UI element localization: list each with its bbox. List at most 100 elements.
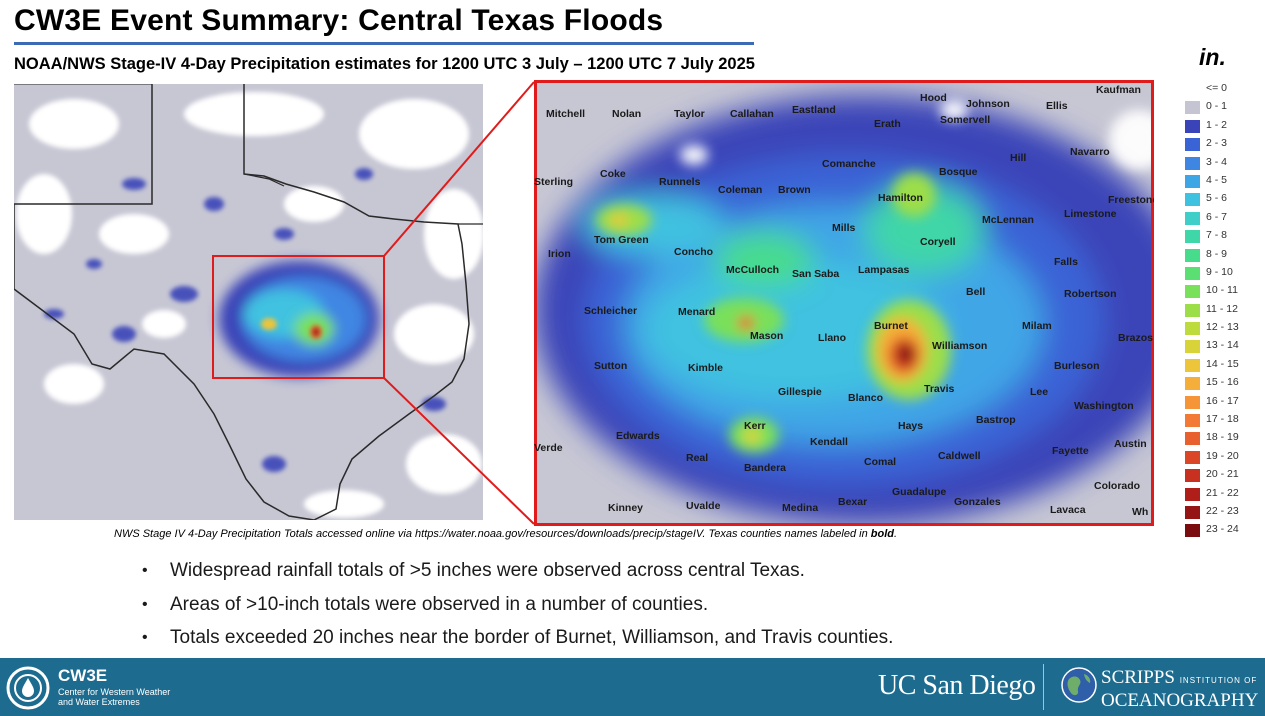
legend-entry: 23 - 24 <box>1185 521 1263 539</box>
legend-swatch <box>1185 487 1200 501</box>
county-label: Ellis <box>1046 100 1068 112</box>
scripps-logo: SCRIPPS INSTITUTION OF OCEANOGRAPHY <box>1101 668 1258 711</box>
county-label: Caldwell <box>938 450 981 462</box>
legend-swatch <box>1185 285 1200 299</box>
legend-swatch <box>1185 174 1200 188</box>
legend-entry: 6 - 7 <box>1185 209 1263 227</box>
county-label: Uvalde <box>686 500 721 512</box>
ucsd-logo: UC San Diego <box>878 670 1036 701</box>
legend-entry: 12 - 13 <box>1185 319 1263 337</box>
legend-label: 7 - 8 <box>1206 229 1228 242</box>
legend-swatch <box>1185 524 1200 538</box>
legend-label: 6 - 7 <box>1206 210 1228 223</box>
county-label: Hood <box>920 92 947 104</box>
page-subtitle: NOAA/NWS Stage-IV 4-Day Precipitation es… <box>14 55 755 73</box>
legend-swatch <box>1185 414 1200 428</box>
legend-swatch <box>1185 377 1200 391</box>
county-label: San Saba <box>792 268 840 280</box>
county-label: Robertson <box>1064 288 1117 300</box>
central-texas-zoom-map: Kaufman Hood Johnson Ellis Mitchell Nolan Tayl… <box>534 80 1154 526</box>
county-label: Fayette <box>1052 445 1089 457</box>
legend-entry: 11 - 12 <box>1185 301 1263 319</box>
county-label: Irion <box>548 248 571 260</box>
legend-label: 20 - 21 <box>1206 468 1239 481</box>
county-label: Hays <box>898 420 924 432</box>
legend-swatch <box>1185 358 1200 372</box>
county-label: Verde <box>534 442 563 454</box>
county-label: Concho <box>674 246 714 258</box>
legend-entry: 19 - 20 <box>1185 448 1263 466</box>
legend-entry: 20 - 21 <box>1185 466 1263 484</box>
county-label: Bosque <box>939 166 978 178</box>
county-label: Kerr <box>744 420 766 432</box>
legend-swatch <box>1185 340 1200 354</box>
legend-label: 19 - 20 <box>1206 449 1239 462</box>
legend-swatch <box>1185 303 1200 317</box>
legend-label: 22 - 23 <box>1206 504 1239 517</box>
legend-label: 15 - 16 <box>1206 376 1239 389</box>
county-label: Lampasas <box>858 264 910 276</box>
legend-entry: 0 - 1 <box>1185 98 1263 116</box>
scripps-globe-icon <box>1061 667 1097 703</box>
bullet-dot-icon: • <box>142 595 148 613</box>
bullet-text: Totals exceeded 20 inches near the borde… <box>170 627 894 648</box>
county-label: Erath <box>874 118 901 130</box>
county-label: Menard <box>678 306 716 318</box>
county-label: Somervell <box>940 114 991 126</box>
county-label: Mills <box>832 222 856 234</box>
county-label: Schleicher <box>584 305 638 317</box>
cw3e-fullname-line2: and Water Extremes <box>58 697 140 707</box>
legend-entry: 4 - 5 <box>1185 172 1263 190</box>
legend-swatch <box>1185 469 1200 483</box>
county-label: Gonzales <box>954 496 1001 508</box>
bullet-dot-icon: • <box>142 629 148 646</box>
county-label: Comanche <box>822 158 876 170</box>
legend-entry: 15 - 16 <box>1185 374 1263 392</box>
legend-swatch <box>1185 211 1200 225</box>
county-label: Taylor <box>674 108 705 120</box>
precip-legend: <= 0 0 - 1 1 - 2 2 - 3 3 - 4 4 - 5 5 - 6 6 - 7 7… <box>1185 80 1263 540</box>
legend-label: 23 - 24 <box>1206 523 1239 536</box>
county-label: Kendall <box>810 436 848 448</box>
county-label: Coleman <box>718 184 763 196</box>
texas-overview-map <box>14 84 483 520</box>
scripps-name: SCRIPPS <box>1101 667 1175 688</box>
cw3e-logo-icon <box>6 666 50 710</box>
county-label: Llano <box>818 332 846 344</box>
map-caption: NWS Stage IV 4-Day Precipitation Totals … <box>114 528 897 540</box>
cw3e-fullname: Center for Western Weather and Water Ext… <box>58 687 188 707</box>
county-label: Kimble <box>688 362 724 374</box>
county-label: Bandera <box>744 462 787 474</box>
legend-label: 17 - 18 <box>1206 413 1239 426</box>
county-label: Brown <box>778 184 811 196</box>
county-label: Coke <box>600 168 626 180</box>
county-label: Hamilton <box>878 192 923 204</box>
county-label: Edwards <box>616 430 660 442</box>
county-label: Freestone <box>1108 194 1154 206</box>
legend-label: 5 - 6 <box>1206 192 1228 205</box>
county-label: Tom Green <box>594 234 649 246</box>
legend-label: 3 - 4 <box>1206 155 1228 168</box>
county-label: Williamson <box>932 340 988 352</box>
legend-label: 16 - 17 <box>1206 394 1239 407</box>
county-label: Burleson <box>1054 360 1100 372</box>
legend-swatch <box>1185 101 1200 115</box>
footer-divider <box>1043 664 1044 710</box>
county-label: Bexar <box>838 496 868 508</box>
legend-entry: 3 - 4 <box>1185 154 1263 172</box>
legend-entry: 14 - 15 <box>1185 356 1263 374</box>
bullet-text: Widespread rainfall totals of >5 inches … <box>170 560 805 581</box>
county-label: Blanco <box>848 392 884 404</box>
zoom-map-canvas <box>534 80 1154 526</box>
legend-entry: 16 - 17 <box>1185 393 1263 411</box>
county-label: Washington <box>1074 400 1134 412</box>
county-label: Real <box>686 452 709 464</box>
legend-entry: <= 0 <box>1185 80 1263 98</box>
legend-swatch <box>1185 156 1200 170</box>
legend-label: <= 0 <box>1206 82 1228 94</box>
county-label: Medina <box>782 502 819 514</box>
county-label: Lee <box>1030 386 1049 398</box>
county-label: Travis <box>924 383 955 395</box>
bullet-dot-icon: • <box>142 562 148 579</box>
legend-swatch <box>1185 119 1200 133</box>
